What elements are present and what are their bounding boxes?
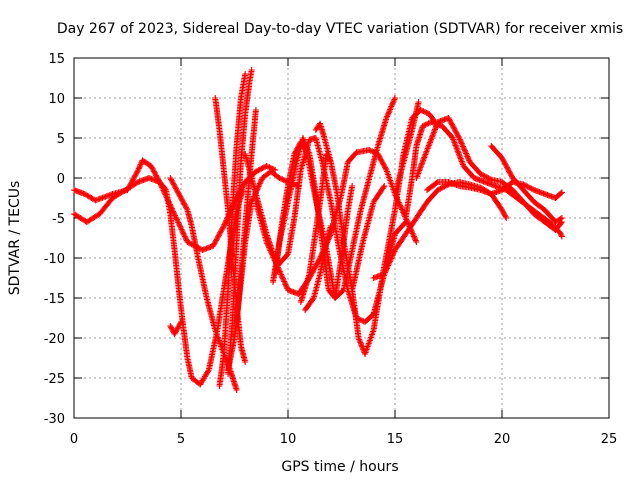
series-track-f [216,71,249,389]
y-tick-label: -5 [52,212,65,227]
series-markers [225,168,302,373]
series-markers [216,71,249,389]
series-markers [302,223,334,313]
series-track-e [167,319,184,337]
series-markers [167,319,184,337]
series-track-n [272,95,398,301]
x-tick-label: 5 [177,432,185,447]
y-tick-label: -20 [44,332,65,347]
axis-ticks: -30 -25 -20 -15 -10 -5 0 5 10 15 0 5 10 15 20 25 [44,52,618,447]
y-tick-label: 10 [48,92,65,107]
y-axis-label: SDTVAR / TECUs [7,181,23,296]
series-markers [424,179,510,221]
series-track-q [349,183,388,293]
series-track-s [402,119,565,240]
series-track-i [225,168,302,373]
y-tick-label: -10 [44,252,65,267]
series-track-g [225,67,255,377]
x-tick-label: 25 [601,432,618,447]
y-tick-label: 0 [57,172,65,187]
x-tick-label: 0 [70,432,78,447]
x-tick-label: 10 [280,432,297,447]
series-markers [225,67,255,377]
x-tick-label: 20 [494,432,511,447]
data-series [71,67,565,393]
x-tick-label: 15 [387,432,404,447]
series-markers [488,143,565,225]
y-tick-label: -30 [44,412,65,427]
series-markers [272,95,398,301]
series-markers [349,183,388,293]
series-markers [413,115,565,233]
y-tick-label: 5 [57,132,65,147]
x-axis-label: GPS time / hours [281,459,398,475]
series-track-v [424,179,510,221]
chart-title: Day 267 of 2023, Sidereal Day-to-day VTE… [57,21,623,37]
series-markers [312,120,334,165]
y-tick-label: 15 [48,52,65,67]
series-track-b [71,175,247,388]
series-track-t [413,115,565,233]
plot-frame [73,57,610,419]
y-tick-label: -25 [44,372,65,387]
series-markers [71,175,247,388]
y-tick-label: -15 [44,292,65,307]
series-markers [402,119,565,240]
series-track-o [302,223,334,313]
series-track-p [312,120,334,165]
series-track-u [392,99,422,197]
series-markers [392,99,422,197]
series-track-w [488,143,565,225]
